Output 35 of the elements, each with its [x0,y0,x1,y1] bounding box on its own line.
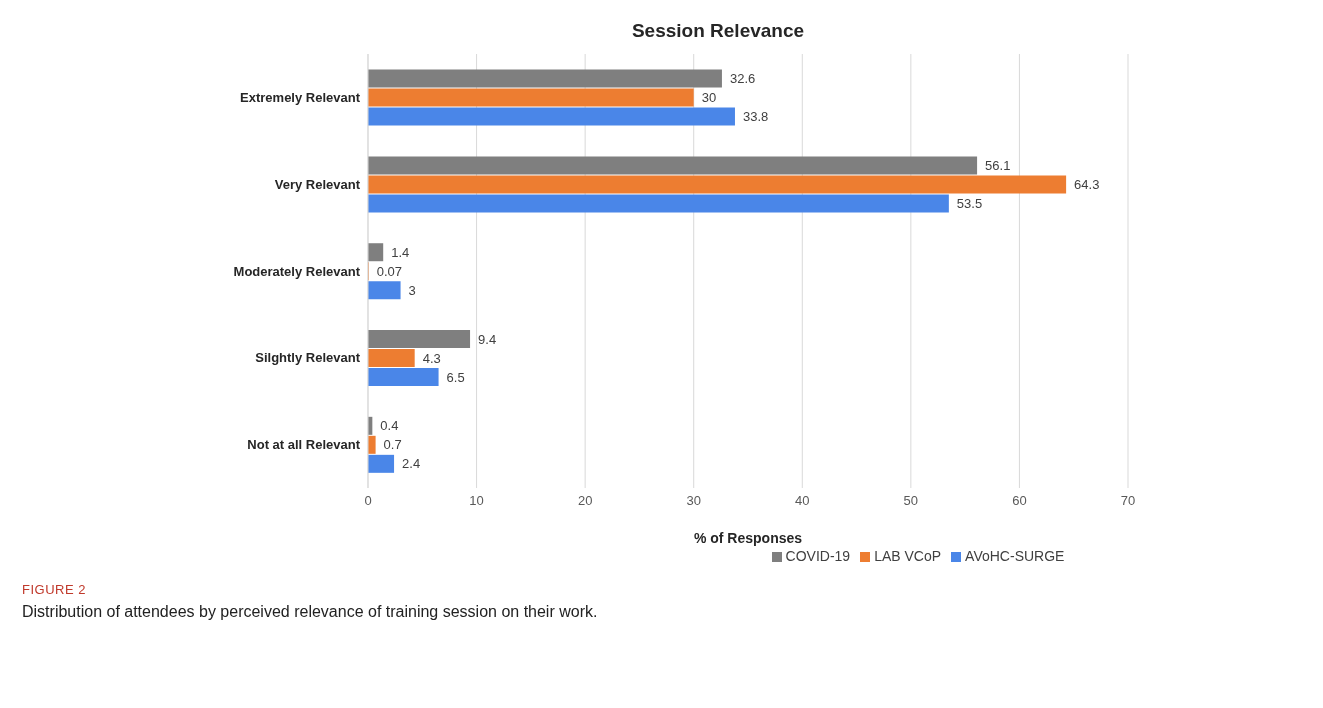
data-label: 3 [408,282,416,298]
data-label: 0.07 [376,263,403,279]
y-tick-label: Extremely Relevant [240,90,361,106]
x-tick-label: 30 [686,493,701,509]
data-label: 6.5 [446,369,465,385]
x-tick-label: 70 [1120,493,1136,509]
legend-label: COVID-19 [785,548,851,564]
legend-label: LAB VCoP [874,548,942,564]
x-tick-label: 50 [903,493,919,509]
y-tick-label: Very Relevant [274,176,361,192]
x-tick-label: 40 [795,493,810,509]
data-label: 32.6 [729,71,756,87]
data-label: 56.1 [985,158,1011,174]
y-tick-label: Silghtly Relevant [255,350,361,366]
data-label: 33.8 [742,109,769,125]
text: Distribution of attendees by perceived relevance of training session on their work. [22,603,599,621]
legend-label: AVoHC-SURGE [965,548,1065,564]
x-tick-label: 0 [364,493,372,509]
caption: FIGURE 2 [22,582,87,597]
data-label: 64.3 [1074,177,1100,193]
data-label: 0.7 [383,437,402,453]
data-label: 1.4 [391,244,410,260]
data-label: 4.3 [422,350,441,366]
data-label: 2.4 [402,456,421,472]
data-label: 9.4 [478,331,497,347]
x-axis-title: % of Responses [693,530,803,546]
y-tick-label: Moderately Relevant [233,263,361,279]
data-label: 30 [701,90,717,106]
chart-title: Session Relevance [630,20,806,43]
data-label: 0.4 [380,418,399,434]
y-tick-label: Not at all Relevant [247,437,361,453]
x-tick-label: 20 [577,493,593,509]
x-tick-label: 60 [1012,493,1027,509]
data-label: 53.5 [956,196,983,212]
x-tick-label: 10 [469,493,484,509]
